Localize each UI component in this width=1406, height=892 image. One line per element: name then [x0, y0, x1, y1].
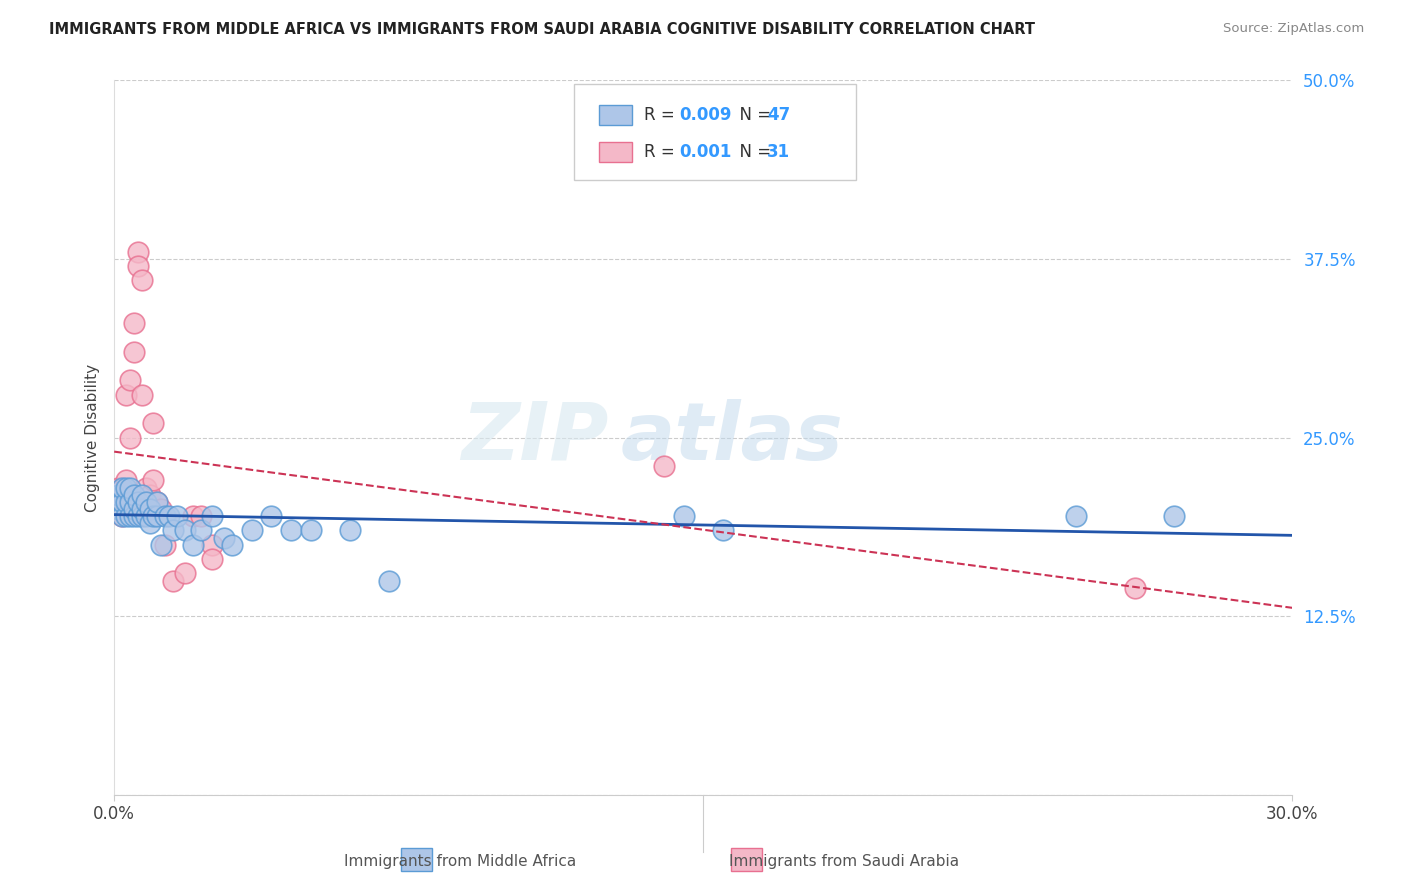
- Point: [107, 481, 129, 495]
- FancyBboxPatch shape: [731, 848, 762, 871]
- Point: [162, 524, 184, 538]
- Text: ZIP: ZIP: [461, 399, 609, 476]
- FancyBboxPatch shape: [574, 84, 856, 180]
- Point: [150, 538, 173, 552]
- Point: [115, 509, 138, 524]
- Text: Immigrants from Saudi Arabia: Immigrants from Saudi Arabia: [728, 855, 959, 869]
- Text: R =: R =: [644, 144, 681, 161]
- Point: [127, 509, 149, 524]
- Point: [115, 481, 138, 495]
- FancyBboxPatch shape: [599, 105, 633, 126]
- Point: [201, 552, 224, 566]
- Point: [173, 524, 195, 538]
- Point: [111, 509, 134, 524]
- Point: [280, 524, 302, 538]
- FancyBboxPatch shape: [401, 848, 432, 871]
- Point: [221, 538, 243, 552]
- Point: [127, 495, 149, 509]
- Point: [138, 488, 160, 502]
- Point: [118, 373, 141, 387]
- Point: [131, 488, 153, 502]
- Text: Immigrants from Middle Africa: Immigrants from Middle Africa: [343, 855, 576, 869]
- Text: N =: N =: [730, 144, 776, 161]
- Point: [131, 502, 153, 516]
- Point: [111, 495, 134, 509]
- Point: [111, 481, 134, 495]
- Point: [142, 509, 165, 524]
- Point: [131, 509, 153, 524]
- Point: [150, 502, 173, 516]
- Text: 0.009: 0.009: [679, 106, 733, 124]
- Text: 0.001: 0.001: [679, 144, 733, 161]
- Point: [115, 474, 138, 488]
- Point: [111, 481, 134, 495]
- Point: [122, 502, 145, 516]
- Point: [122, 316, 145, 330]
- Point: [118, 481, 141, 495]
- FancyBboxPatch shape: [599, 143, 633, 162]
- Point: [111, 495, 134, 509]
- Text: IMMIGRANTS FROM MIDDLE AFRICA VS IMMIGRANTS FROM SAUDI ARABIA COGNITIVE DISABILI: IMMIGRANTS FROM MIDDLE AFRICA VS IMMIGRA…: [49, 22, 1035, 37]
- Point: [190, 509, 212, 524]
- Point: [107, 488, 129, 502]
- Point: [138, 516, 160, 531]
- Point: [146, 509, 169, 524]
- Point: [378, 574, 401, 588]
- Text: Source: ZipAtlas.com: Source: ZipAtlas.com: [1223, 22, 1364, 36]
- Point: [166, 509, 188, 524]
- Point: [135, 481, 157, 495]
- Point: [155, 538, 177, 552]
- Text: atlas: atlas: [620, 399, 844, 476]
- Text: R =: R =: [644, 106, 681, 124]
- Point: [157, 509, 180, 524]
- Point: [142, 416, 165, 430]
- Point: [672, 509, 695, 524]
- Point: [135, 495, 157, 509]
- Y-axis label: Cognitive Disability: Cognitive Disability: [86, 363, 100, 512]
- Point: [115, 387, 138, 401]
- Point: [652, 459, 675, 474]
- Point: [1064, 509, 1087, 524]
- Point: [1123, 581, 1146, 595]
- Point: [118, 509, 141, 524]
- Point: [339, 524, 361, 538]
- Point: [146, 495, 169, 509]
- Point: [115, 495, 138, 509]
- Text: 47: 47: [766, 106, 790, 124]
- Point: [142, 474, 165, 488]
- Point: [711, 524, 734, 538]
- Point: [118, 430, 141, 444]
- Point: [146, 495, 169, 509]
- Point: [122, 488, 145, 502]
- Point: [127, 259, 149, 273]
- Point: [131, 387, 153, 401]
- Point: [181, 509, 204, 524]
- Point: [131, 273, 153, 287]
- Point: [201, 538, 224, 552]
- Point: [118, 495, 141, 509]
- Point: [1163, 509, 1185, 524]
- Point: [201, 509, 224, 524]
- Point: [173, 566, 195, 581]
- Point: [138, 502, 160, 516]
- Point: [135, 509, 157, 524]
- Point: [155, 509, 177, 524]
- Point: [122, 344, 145, 359]
- Point: [181, 538, 204, 552]
- Point: [212, 531, 235, 545]
- Point: [107, 488, 129, 502]
- Point: [190, 524, 212, 538]
- Point: [111, 509, 134, 524]
- Point: [107, 502, 129, 516]
- Point: [122, 509, 145, 524]
- Point: [260, 509, 283, 524]
- Text: 31: 31: [766, 144, 790, 161]
- Point: [240, 524, 263, 538]
- Point: [107, 502, 129, 516]
- Point: [299, 524, 322, 538]
- Text: N =: N =: [730, 106, 776, 124]
- Point: [162, 574, 184, 588]
- Point: [127, 244, 149, 259]
